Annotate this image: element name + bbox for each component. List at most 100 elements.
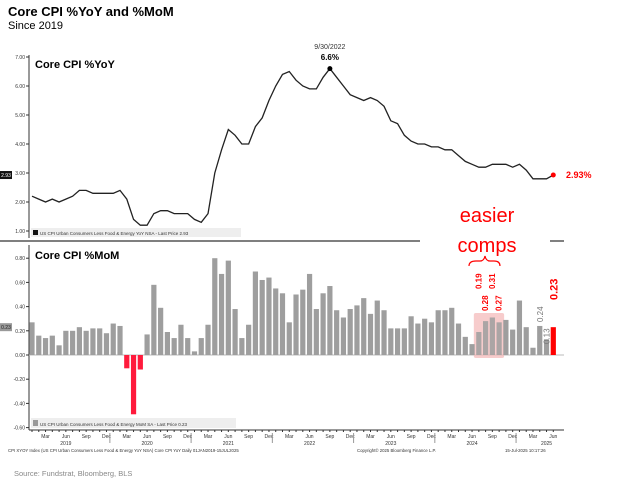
top-y-tick-label: 2.00 bbox=[15, 200, 25, 206]
x-month-label: Jun bbox=[549, 434, 557, 440]
footer-copyright: Copyright© 2025 Bloomberg Finance L.P. bbox=[357, 448, 436, 453]
x-year-label: 2025 bbox=[541, 441, 552, 447]
mom-bar bbox=[279, 293, 286, 355]
chart-title: Core CPI %YoY and %MoM bbox=[8, 4, 174, 19]
x-month-label: Mar bbox=[447, 434, 456, 440]
bottom-y-tick-label: 0.80 bbox=[15, 256, 25, 262]
mom-bar bbox=[455, 323, 462, 355]
bottom-y-tick-label: -0.60 bbox=[14, 426, 26, 432]
mom-bar bbox=[158, 307, 164, 355]
mom-bar bbox=[205, 324, 211, 355]
mom-bar bbox=[239, 338, 245, 355]
top-legend-box bbox=[31, 228, 241, 237]
mom-bar bbox=[510, 329, 516, 355]
mom-bar bbox=[388, 328, 394, 355]
bottom-last-price-tag-label: 0.23 bbox=[1, 325, 11, 331]
x-month-label: Jun bbox=[224, 434, 232, 440]
mom-bar bbox=[503, 319, 509, 355]
bottom-panel-title: Core CPI %MoM bbox=[35, 250, 119, 262]
x-month-label: Jun bbox=[62, 434, 70, 440]
top-y-tick-label: 5.00 bbox=[15, 113, 25, 119]
mom-bar bbox=[367, 313, 374, 355]
mom-bar bbox=[523, 327, 529, 355]
mom-bar bbox=[449, 307, 455, 355]
x-month-label: Mar bbox=[41, 434, 50, 440]
mom-bar bbox=[286, 322, 292, 355]
x-month-label: Mar bbox=[529, 434, 538, 440]
mom-bar bbox=[90, 328, 96, 355]
top-y-tick-label: 3.00 bbox=[15, 171, 25, 177]
mom-bar bbox=[232, 309, 238, 355]
mom-bar bbox=[178, 324, 184, 355]
bottom-y-tick-label: -0.20 bbox=[14, 377, 26, 383]
footer-index-text: CPI XYOY Index (US CPI Urban Consumers L… bbox=[8, 448, 239, 453]
bottom-legend-box bbox=[31, 418, 236, 428]
mom-bar bbox=[530, 347, 536, 355]
mom-bar bbox=[246, 324, 252, 355]
top-last-price-tag bbox=[0, 171, 12, 180]
mom-bar bbox=[462, 336, 468, 355]
mom-bar bbox=[489, 317, 495, 355]
brace-icon bbox=[468, 255, 501, 267]
mom-bar bbox=[83, 330, 89, 355]
mom-bar bbox=[374, 300, 380, 355]
x-month-label: Sep bbox=[244, 434, 253, 440]
x-year-label: 2023 bbox=[385, 441, 396, 447]
x-month-label: Mar bbox=[366, 434, 375, 440]
mom-bar bbox=[408, 316, 414, 355]
comps-annotation: comps bbox=[458, 235, 517, 257]
last-yoy-point bbox=[550, 172, 556, 178]
x-month-label: Sep bbox=[163, 434, 172, 440]
top-panel-title: Core CPI %YoY bbox=[35, 59, 116, 71]
mom-bar bbox=[334, 310, 340, 355]
mom-bar bbox=[191, 351, 198, 355]
mom-bar bbox=[63, 330, 69, 355]
mom-bar bbox=[476, 332, 482, 355]
mom-bar bbox=[259, 279, 265, 355]
mom-bar bbox=[293, 294, 299, 355]
mom-bar bbox=[137, 355, 143, 370]
x-year-label: 2021 bbox=[223, 441, 234, 447]
mom-bar bbox=[482, 321, 489, 355]
highlight-value-label: 0.27 bbox=[495, 295, 504, 311]
mom-bar bbox=[56, 345, 62, 355]
bottom-y-tick-label: 0.40 bbox=[15, 305, 25, 311]
bottom-y-tick-label: 0.20 bbox=[15, 329, 25, 335]
mom-bar bbox=[124, 355, 130, 369]
mom-bar bbox=[306, 273, 313, 355]
peak-date-label: 9/30/2022 bbox=[314, 44, 345, 51]
mom-bar bbox=[151, 284, 157, 355]
bottom-last-price-tag bbox=[0, 323, 12, 332]
mom-bar bbox=[76, 327, 82, 355]
mom-bar bbox=[543, 339, 550, 355]
x-month-label: Jun bbox=[468, 434, 476, 440]
x-month-label: Mar bbox=[122, 434, 131, 440]
mom-bar bbox=[442, 310, 448, 355]
mom-bar bbox=[266, 277, 272, 355]
x-month-label: Sep bbox=[488, 434, 497, 440]
easier-annotation: easier bbox=[460, 205, 515, 227]
mom-bar bbox=[381, 310, 387, 355]
bottom-legend-swatch bbox=[33, 420, 38, 426]
peak-point bbox=[327, 66, 333, 72]
mom-bar bbox=[537, 325, 543, 355]
gray-value-label: 0.13 bbox=[543, 328, 552, 344]
mom-bar bbox=[185, 338, 191, 355]
mom-bar bbox=[252, 271, 259, 355]
mom-bar bbox=[401, 328, 407, 355]
mom-bar bbox=[422, 318, 428, 355]
x-month-label: Jun bbox=[306, 434, 314, 440]
mom-bar bbox=[347, 309, 353, 355]
highlight-value-label: 0.19 bbox=[474, 273, 483, 289]
mom-bar bbox=[36, 335, 42, 355]
bottom-y-tick-label: -0.40 bbox=[14, 401, 26, 407]
chart-subtitle: Since 2019 bbox=[8, 20, 64, 32]
mom-bar bbox=[110, 323, 116, 355]
mom-bar bbox=[103, 333, 110, 355]
top-y-tick-label: 7.00 bbox=[15, 55, 25, 61]
x-month-label: Jun bbox=[143, 434, 151, 440]
mom-bar bbox=[171, 338, 177, 355]
mom-bar bbox=[49, 335, 55, 355]
x-month-label: Sep bbox=[407, 434, 416, 440]
